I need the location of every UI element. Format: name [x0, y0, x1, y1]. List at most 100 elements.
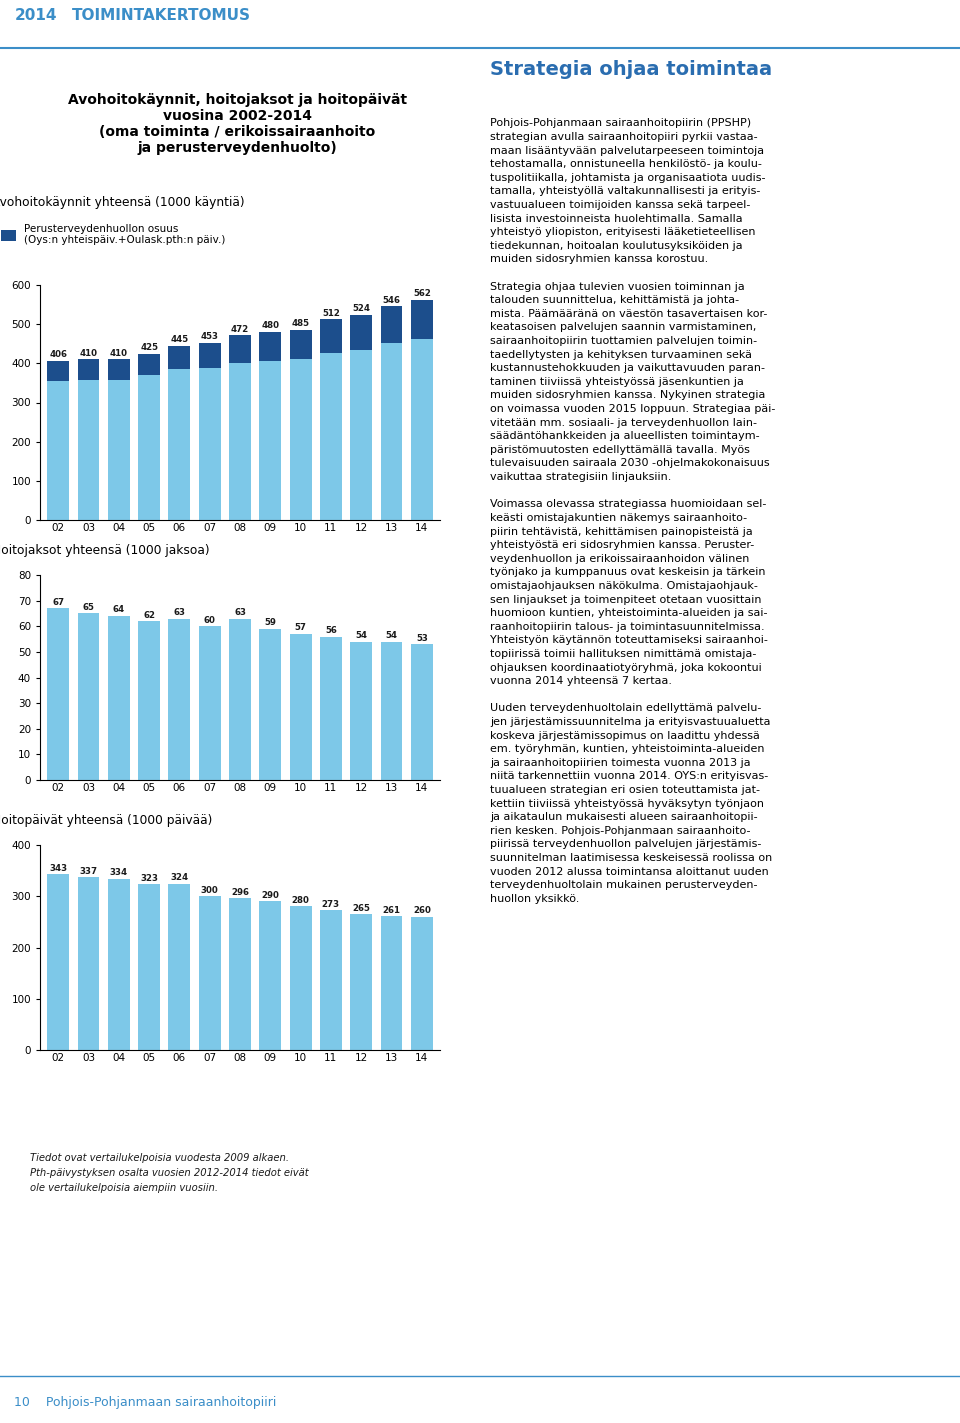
Bar — [47, 380, 69, 519]
Bar — [169, 369, 190, 519]
Text: 64: 64 — [112, 605, 125, 615]
Text: 410: 410 — [109, 349, 128, 357]
Bar — [138, 376, 160, 519]
Bar — [259, 332, 281, 361]
Bar — [259, 629, 281, 780]
Text: 59: 59 — [264, 618, 276, 628]
Text: 54: 54 — [386, 630, 397, 640]
Text: 472: 472 — [230, 324, 250, 333]
Bar — [411, 645, 433, 780]
Bar — [290, 906, 311, 1050]
Bar — [229, 336, 251, 363]
Bar — [138, 620, 160, 780]
Text: Hoitojaksot yhteensä (1000 jaksoa): Hoitojaksot yhteensä (1000 jaksoa) — [0, 544, 209, 558]
Text: 273: 273 — [322, 899, 340, 908]
Text: 524: 524 — [352, 305, 371, 313]
Bar — [290, 360, 311, 519]
Bar — [320, 353, 342, 519]
Text: 425: 425 — [140, 343, 158, 351]
Bar — [138, 353, 160, 376]
Text: 63: 63 — [174, 608, 185, 618]
Text: 56: 56 — [325, 626, 337, 635]
Bar — [169, 619, 190, 780]
Bar — [320, 636, 342, 780]
Bar — [169, 346, 190, 369]
Bar — [411, 300, 433, 339]
Text: 410: 410 — [80, 349, 98, 357]
Bar — [78, 613, 100, 780]
Bar — [350, 914, 372, 1050]
Bar — [411, 339, 433, 519]
Bar — [290, 330, 311, 360]
Bar — [78, 878, 100, 1050]
Bar — [290, 633, 311, 780]
Bar — [380, 916, 402, 1050]
Text: 453: 453 — [201, 332, 219, 342]
Text: 63: 63 — [234, 608, 246, 618]
Bar — [138, 885, 160, 1050]
Text: 67: 67 — [52, 598, 64, 606]
Text: 290: 290 — [261, 891, 279, 899]
Text: 60: 60 — [204, 616, 216, 625]
Bar — [380, 642, 402, 780]
Text: 65: 65 — [83, 603, 94, 612]
Text: 265: 265 — [352, 904, 371, 912]
Bar — [350, 642, 372, 780]
Text: 280: 280 — [292, 896, 309, 905]
Text: Avohoitokäynnit yhteensä (1000 käyntiä): Avohoitokäynnit yhteensä (1000 käyntiä) — [0, 196, 245, 209]
Text: Strategia ohjaa toimintaa: Strategia ohjaa toimintaa — [490, 60, 772, 80]
Bar — [320, 911, 342, 1050]
Text: 2014: 2014 — [14, 7, 57, 23]
Text: 512: 512 — [322, 309, 340, 317]
Text: Avohoitokäynnit, hoitojaksot ja hoitopäivät
vuosina 2002-2014
(oma toiminta / er: Avohoitokäynnit, hoitojaksot ja hoitopäi… — [68, 92, 407, 155]
Text: TOIMINTAKERTOMUS: TOIMINTAKERTOMUS — [72, 7, 251, 23]
Bar — [199, 896, 221, 1050]
Bar — [350, 314, 372, 350]
Bar — [229, 363, 251, 519]
Bar — [199, 626, 221, 780]
Bar — [78, 380, 100, 519]
Bar — [47, 874, 69, 1050]
Bar — [108, 879, 130, 1050]
Bar — [78, 360, 100, 380]
Bar — [108, 360, 130, 380]
Text: 57: 57 — [295, 623, 306, 632]
Text: 480: 480 — [261, 322, 279, 330]
Bar — [199, 343, 221, 369]
Bar — [108, 380, 130, 519]
Bar — [47, 361, 69, 380]
Text: 54: 54 — [355, 630, 368, 640]
Text: 53: 53 — [416, 633, 428, 643]
Bar — [380, 343, 402, 519]
Text: 260: 260 — [413, 906, 431, 915]
Text: 300: 300 — [201, 885, 219, 895]
Bar — [108, 616, 130, 780]
Bar — [47, 608, 69, 780]
Text: 485: 485 — [292, 320, 310, 329]
Text: Hoitopäivät yhteensä (1000 päivää): Hoitopäivät yhteensä (1000 päivää) — [0, 814, 212, 827]
Bar — [320, 320, 342, 353]
Bar — [229, 619, 251, 780]
Bar — [411, 916, 433, 1050]
Text: 334: 334 — [109, 868, 128, 878]
Text: 343: 343 — [49, 864, 67, 872]
Text: 546: 546 — [382, 296, 400, 305]
Text: 296: 296 — [231, 888, 249, 896]
Bar — [199, 369, 221, 519]
Text: 406: 406 — [49, 350, 67, 360]
Bar — [229, 898, 251, 1050]
Text: 324: 324 — [170, 874, 188, 882]
Bar — [169, 884, 190, 1050]
Text: 445: 445 — [170, 336, 188, 344]
Text: 323: 323 — [140, 874, 158, 882]
Bar — [259, 901, 281, 1050]
Text: 337: 337 — [80, 867, 98, 875]
Bar — [380, 306, 402, 343]
Bar — [350, 350, 372, 519]
Legend: Perusterveydenhuollon osuus
(Oys:n yhteispäiv.+Oulask.pth:n päiv.): Perusterveydenhuollon osuus (Oys:n yhtei… — [0, 219, 229, 249]
Text: Tiedot ovat vertailukelpoisia vuodesta 2009 alkaen.
Pth-päivystyksen osalta vuos: Tiedot ovat vertailukelpoisia vuodesta 2… — [30, 1153, 308, 1192]
Text: 62: 62 — [143, 610, 156, 619]
Text: Pohjois-Pohjanmaan sairaanhoitopiirin (PPSHP)
strategian avulla sairaanhoitopiir: Pohjois-Pohjanmaan sairaanhoitopiirin (P… — [490, 118, 776, 904]
Text: 10    Pohjois-Pohjanmaan sairaanhoitopiiri: 10 Pohjois-Pohjanmaan sairaanhoitopiiri — [14, 1396, 276, 1409]
Text: 261: 261 — [382, 905, 400, 915]
